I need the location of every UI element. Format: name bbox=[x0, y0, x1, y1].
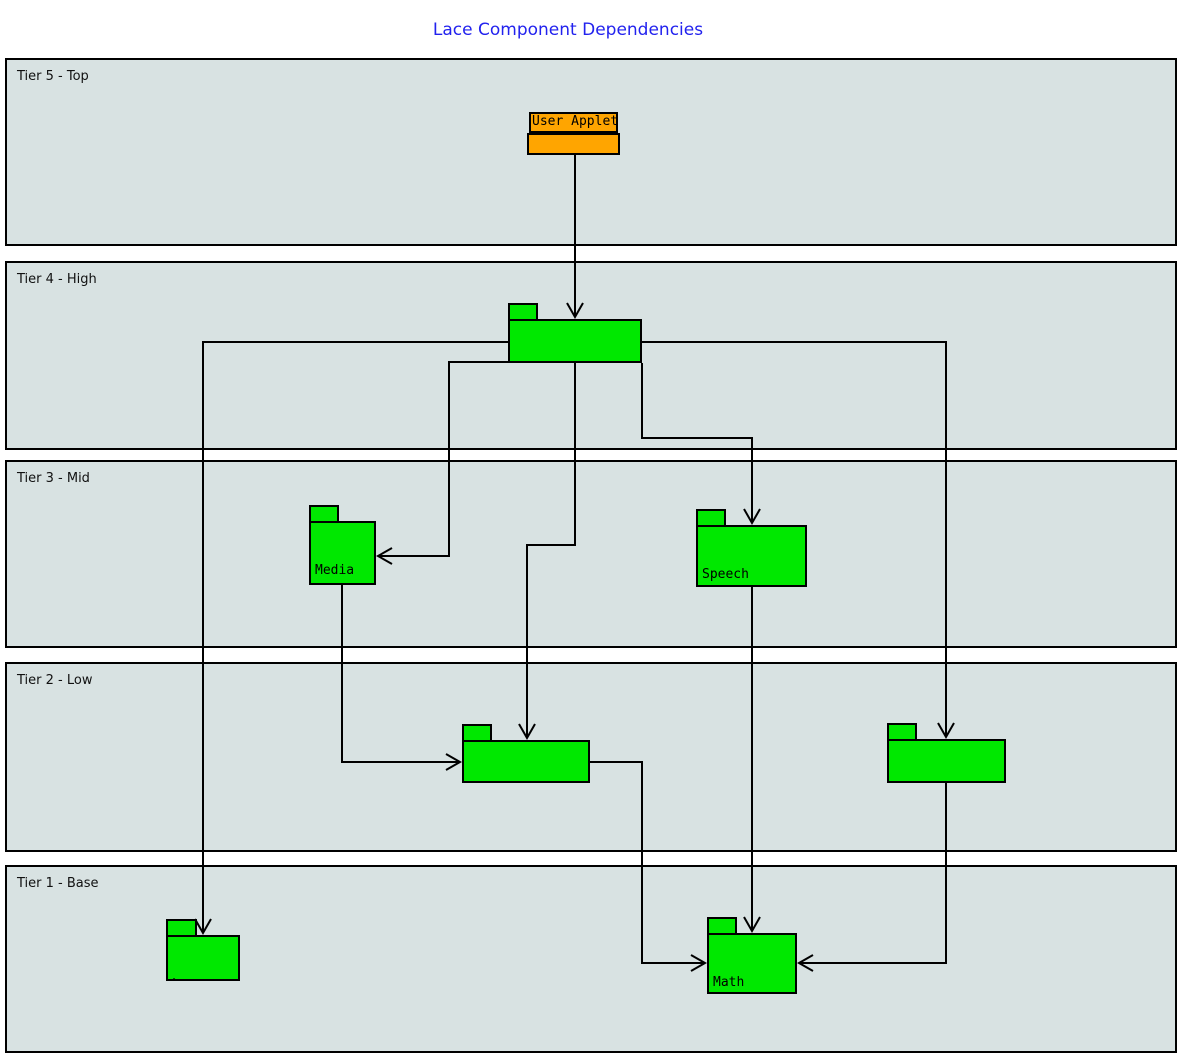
tier-2-label: Tier 2 - Low bbox=[17, 673, 93, 688]
tier-3-label: Tier 3 - Mid bbox=[17, 471, 90, 486]
component-media: Media - audio - video bbox=[309, 505, 376, 585]
user-applet-label: User Applet bbox=[529, 112, 618, 133]
opengl-name: openGL bbox=[468, 781, 588, 783]
component-opengl: openGL - 2/3D graphics bbox=[462, 724, 590, 783]
tier-1-label: Tier 1 - Base bbox=[17, 876, 99, 891]
impact-name: Impact bbox=[893, 780, 1004, 781]
lace-name: Lace bbox=[172, 976, 238, 979]
mmi-name: MMI bbox=[514, 360, 640, 361]
tier-5-label: Tier 5 - Top bbox=[17, 69, 89, 84]
component-user-applet: User Applet bbox=[527, 112, 620, 155]
component-speech: Speech - synthesis - recognition bbox=[696, 509, 807, 587]
component-lace: Lace - Events bbox=[166, 919, 240, 981]
media-name: Media bbox=[315, 563, 355, 578]
speech-name: Speech bbox=[702, 567, 749, 582]
tier-4-label: Tier 4 - High bbox=[17, 272, 97, 287]
component-math: Math - Algebra - Geometry bbox=[707, 917, 797, 994]
user-applet-body bbox=[527, 133, 620, 155]
component-impact: Impact - 2/3D physics bbox=[887, 723, 1006, 783]
component-mmi: MMI - user interface bbox=[508, 303, 642, 363]
tier-band-4: Tier 4 - High bbox=[5, 261, 1177, 450]
tier-band-3: Tier 3 - Mid bbox=[5, 460, 1177, 648]
diagram-title: Lace Component Dependencies bbox=[432, 20, 704, 40]
math-name: Math bbox=[713, 975, 745, 990]
